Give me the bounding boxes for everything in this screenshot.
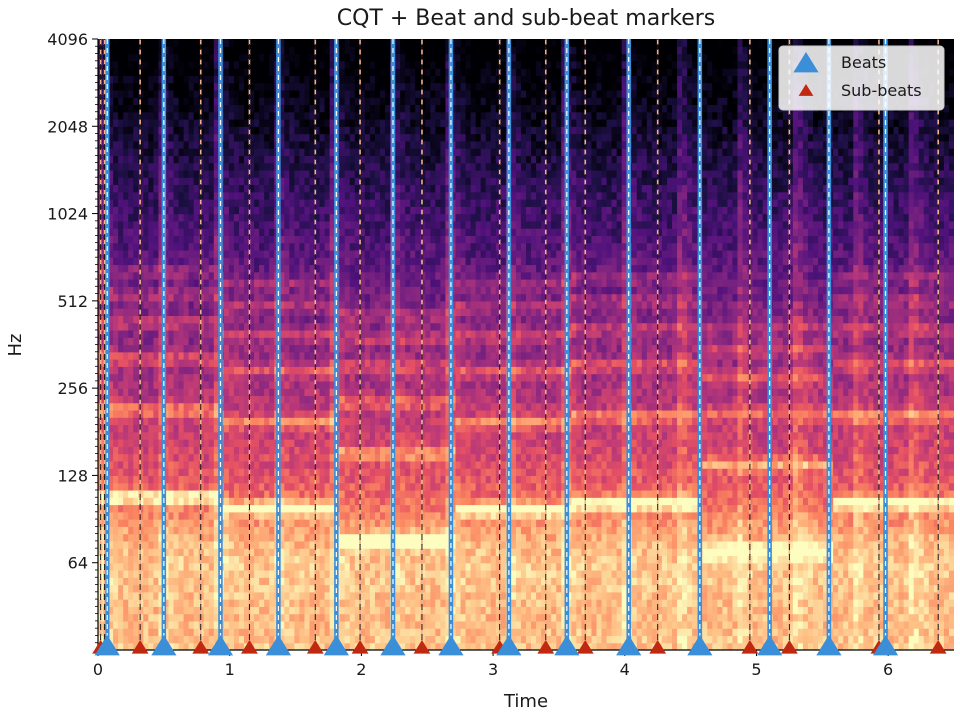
x-tick-label: 0 [93,660,103,679]
x-tick-label: 3 [488,660,498,679]
x-tick-label: 1 [225,660,235,679]
legend-sub-beats-label: Sub-beats [841,81,922,100]
y-tick-label: 256 [57,379,88,398]
y-tick-label: 2048 [47,117,88,136]
y-tick-label: 1024 [47,205,88,224]
x-tick-label: 5 [751,660,761,679]
x-tick-label: 2 [356,660,366,679]
y-tick-label: 512 [57,292,88,311]
x-axis-label: Time [503,691,548,712]
x-tick-label: 6 [883,660,893,679]
y-axis-label: Hz [5,334,26,357]
x-tick-label: 4 [620,660,630,679]
legend-beats-label: Beats [841,53,886,72]
y-tick-label: 4096 [47,30,88,49]
spectrogram [98,39,955,651]
chart-title: CQT + Beat and sub-beat markers [337,6,716,31]
y-tick-label: 128 [57,466,88,485]
y-tick-label: 64 [68,554,88,573]
y-axis: 64 128 256 512 1024 2048 4096 [47,30,98,650]
legend: Beats Sub-beats [779,46,944,110]
